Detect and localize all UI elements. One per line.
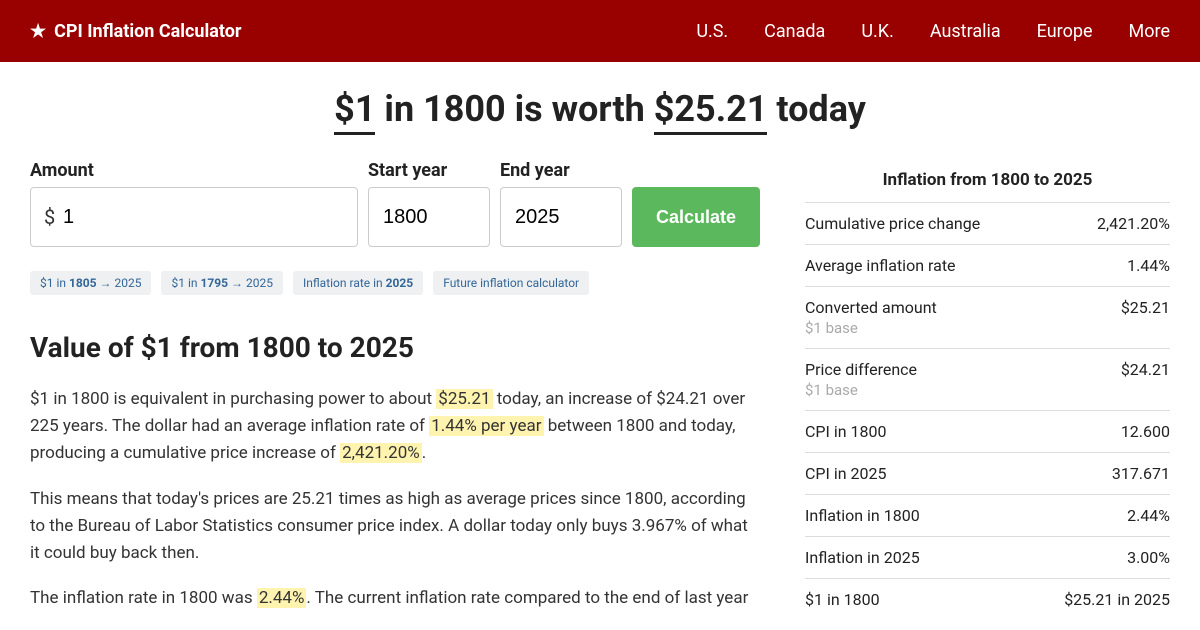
section-title: Value of $1 from 1800 to 2025 [30,331,760,364]
stat-row: Inflation in 2025 3.00% [805,536,1170,578]
calculate-button[interactable]: Calculate [632,187,760,247]
stat-value: $24.21 [1121,360,1170,379]
stat-value: $25.21 [1121,298,1170,317]
stat-value: 12.600 [1121,422,1170,441]
end-year-label: End year [500,160,622,181]
start-year-label: Start year [368,160,490,181]
dollar-icon: $ [44,205,55,229]
stat-row: CPI in 2025 317.671 [805,452,1170,494]
stat-sublabel: $1 base [805,319,937,337]
paragraph-3: The inflation rate in 1800 was 2.44%. Th… [30,585,760,612]
stat-label: CPI in 2025 [805,464,887,483]
stat-sublabel: $1 base [805,381,917,399]
nav-more[interactable]: More [1129,21,1170,42]
stat-row: CPI in 1800 12.600 [805,410,1170,452]
stat-label: $1 in 1800 [805,590,880,609]
quick-links: $1 in 1805 → 2025 $1 in 1795 → 2025 Infl… [30,271,760,295]
site-header: ★ CPI Inflation Calculator U.S. Canada U… [0,0,1200,62]
stat-label: Converted amount [805,298,937,317]
stat-value: 2,421.20% [1097,214,1170,233]
stat-row: Inflation in 1800 2.44% [805,494,1170,536]
stat-row: Converted amount $1 base $25.21 [805,286,1170,348]
site-logo[interactable]: ★ CPI Inflation Calculator [30,21,242,42]
paragraph-2: This means that today's prices are 25.21… [30,486,760,568]
nav-us[interactable]: U.S. [696,21,728,42]
stat-value: 317.671 [1112,464,1170,483]
calculator-form: Amount $ Start year End year Calculate [30,160,760,247]
stat-row: Cumulative price change 2,421.20% [805,202,1170,244]
amount-label: Amount [30,160,358,181]
nav-uk[interactable]: U.K. [861,21,893,42]
stat-row: Average inflation rate 1.44% [805,244,1170,286]
stat-value: 3.00% [1127,548,1170,567]
nav-australia[interactable]: Australia [930,21,1001,42]
stat-label: Price difference [805,360,917,379]
nav-europe[interactable]: Europe [1037,21,1093,42]
stat-value: 1.44% [1127,256,1170,275]
stat-label: Inflation in 2025 [805,548,920,567]
star-icon: ★ [30,21,46,42]
stat-label: Cumulative price change [805,214,980,233]
chip-1805[interactable]: $1 in 1805 → 2025 [30,271,151,295]
stat-value: $25.21 in 2025 [1064,590,1170,609]
top-nav: U.S. Canada U.K. Australia Europe More [696,21,1170,42]
stat-label: Inflation in 1800 [805,506,920,525]
end-year-input[interactable] [500,187,622,247]
stat-label: Average inflation rate [805,256,956,275]
stats-title: Inflation from 1800 to 2025 [805,160,1170,202]
title-amount: $1 [334,88,375,135]
title-value: $25.21 [654,88,768,135]
page-title: $1 in 1800 is worth $25.21 today [30,88,1170,130]
paragraph-1: $1 in 1800 is equivalent in purchasing p… [30,386,760,468]
site-title: CPI Inflation Calculator [54,21,241,42]
stat-row: Price difference $1 base $24.21 [805,348,1170,410]
chip-future[interactable]: Future inflation calculator [433,271,589,295]
amount-input[interactable] [30,187,358,247]
chip-1795[interactable]: $1 in 1795 → 2025 [161,271,282,295]
stat-row: $1 in 1800 $25.21 in 2025 [805,578,1170,620]
stats-panel: Inflation from 1800 to 2025 Cumulative p… [805,160,1170,630]
body-text: $1 in 1800 is equivalent in purchasing p… [30,386,760,612]
stat-value: 2.44% [1127,506,1170,525]
chip-rate-2025[interactable]: Inflation rate in 2025 [293,271,423,295]
start-year-input[interactable] [368,187,490,247]
stat-label: CPI in 1800 [805,422,887,441]
nav-canada[interactable]: Canada [764,21,825,42]
